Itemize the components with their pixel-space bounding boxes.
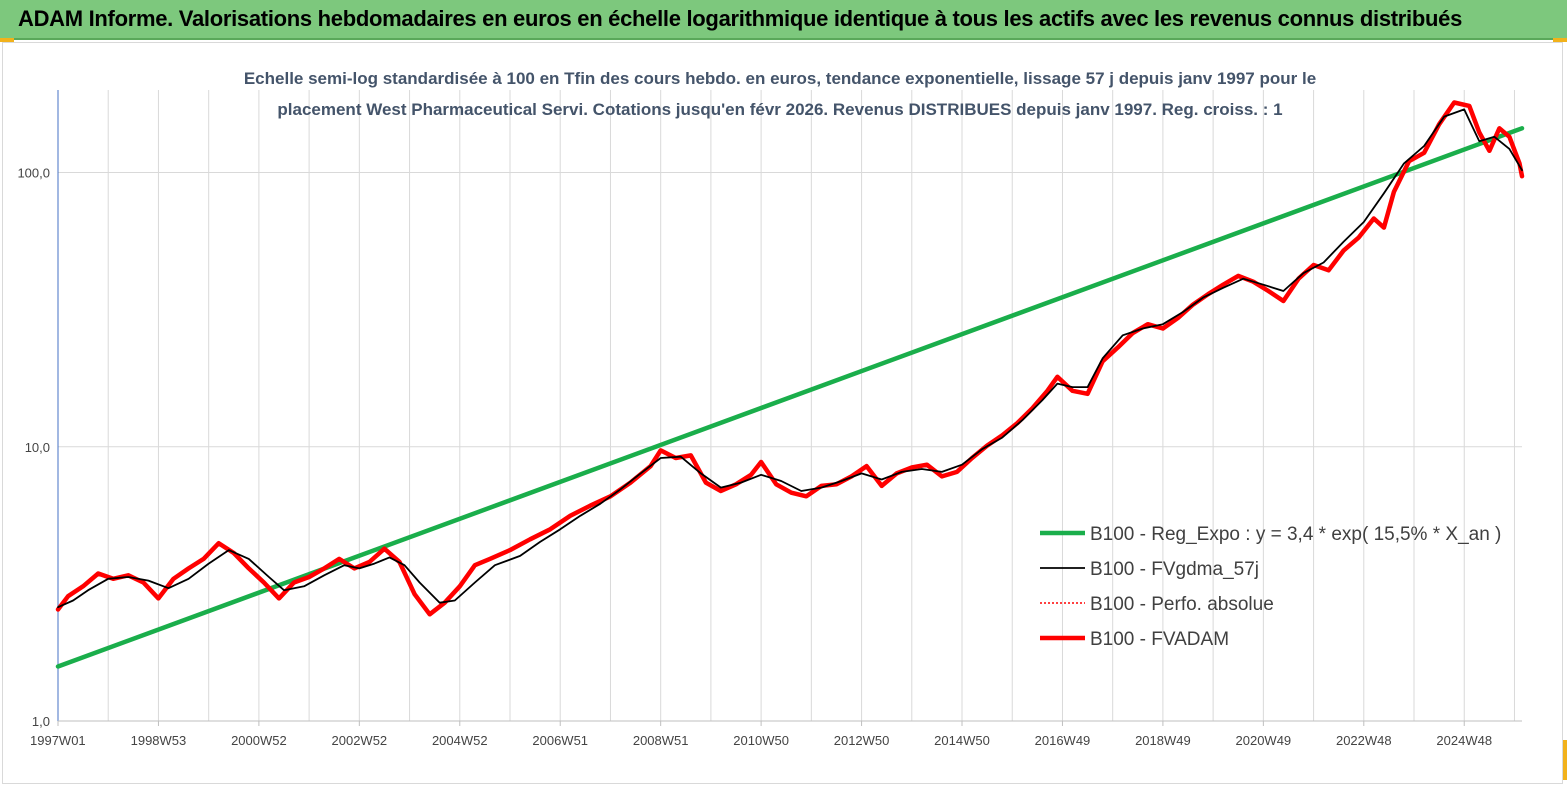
y-tick-label: 10,0	[25, 440, 50, 455]
x-tick-label: 2016W49	[1035, 733, 1091, 748]
legend: B100 - Reg_Expo : y = 3,4 * exp( 15,5% *…	[1040, 524, 1501, 650]
legend-label: B100 - FVADAM	[1090, 629, 1229, 650]
x-tick-label: 1997W01	[30, 733, 86, 748]
x-tick-label: 2000W52	[231, 733, 287, 748]
x-tick-label: 1998W53	[131, 733, 187, 748]
corner-accent-top-right	[1553, 38, 1567, 42]
x-tick-label: 2010W50	[733, 733, 789, 748]
x-tick-label: 2006W51	[532, 733, 588, 748]
x-tick-label: 2024W48	[1436, 733, 1492, 748]
legend-label: B100 - FVgdma_57j	[1090, 559, 1259, 580]
legend-label: B100 - Perfo. absolue	[1090, 594, 1274, 615]
x-tick-label: 2022W48	[1336, 733, 1392, 748]
x-tick-label: 2014W50	[934, 733, 990, 748]
x-tick-label: 2018W49	[1135, 733, 1191, 748]
series-layer	[55, 100, 1525, 669]
corner-accent-bottom-right	[1563, 740, 1567, 780]
corner-accent-top-left	[0, 38, 14, 42]
y-tick-label: 100,0	[17, 166, 50, 181]
report-title: ADAM Informe. Valorisations hebdomadaire…	[18, 6, 1463, 31]
series-line-0	[55, 126, 1525, 669]
chart-subtitle-line-1: Echelle semi-log standardisée à 100 en T…	[244, 69, 1316, 88]
axis-layer: 1,0 10,0 100,0 1997W01 1998W53 2000W52 2002W52…	[17, 90, 1522, 748]
chart-subtitle: Echelle semi-log standardisée à 100 en T…	[244, 69, 1316, 119]
series-line-1	[57, 108, 1523, 609]
title-banner: ADAM Informe. Valorisations hebdomadaire…	[0, 0, 1567, 40]
grid-layer	[58, 90, 1522, 722]
chart-subtitle-line-2: placement West Pharmaceutical Servi. Cot…	[277, 100, 1282, 119]
y-tick-label: 1,0	[32, 714, 50, 729]
legend-label: B100 - Reg_Expo : y = 3,4 * exp( 15,5% *…	[1090, 524, 1501, 545]
x-tick-label: 2002W52	[332, 733, 388, 748]
chart-area	[2, 42, 1563, 784]
x-tick-label: 2004W52	[432, 733, 488, 748]
x-tick-label: 2008W51	[633, 733, 689, 748]
x-tick-label: 2012W50	[834, 733, 890, 748]
x-tick-label: 2020W49	[1236, 733, 1292, 748]
